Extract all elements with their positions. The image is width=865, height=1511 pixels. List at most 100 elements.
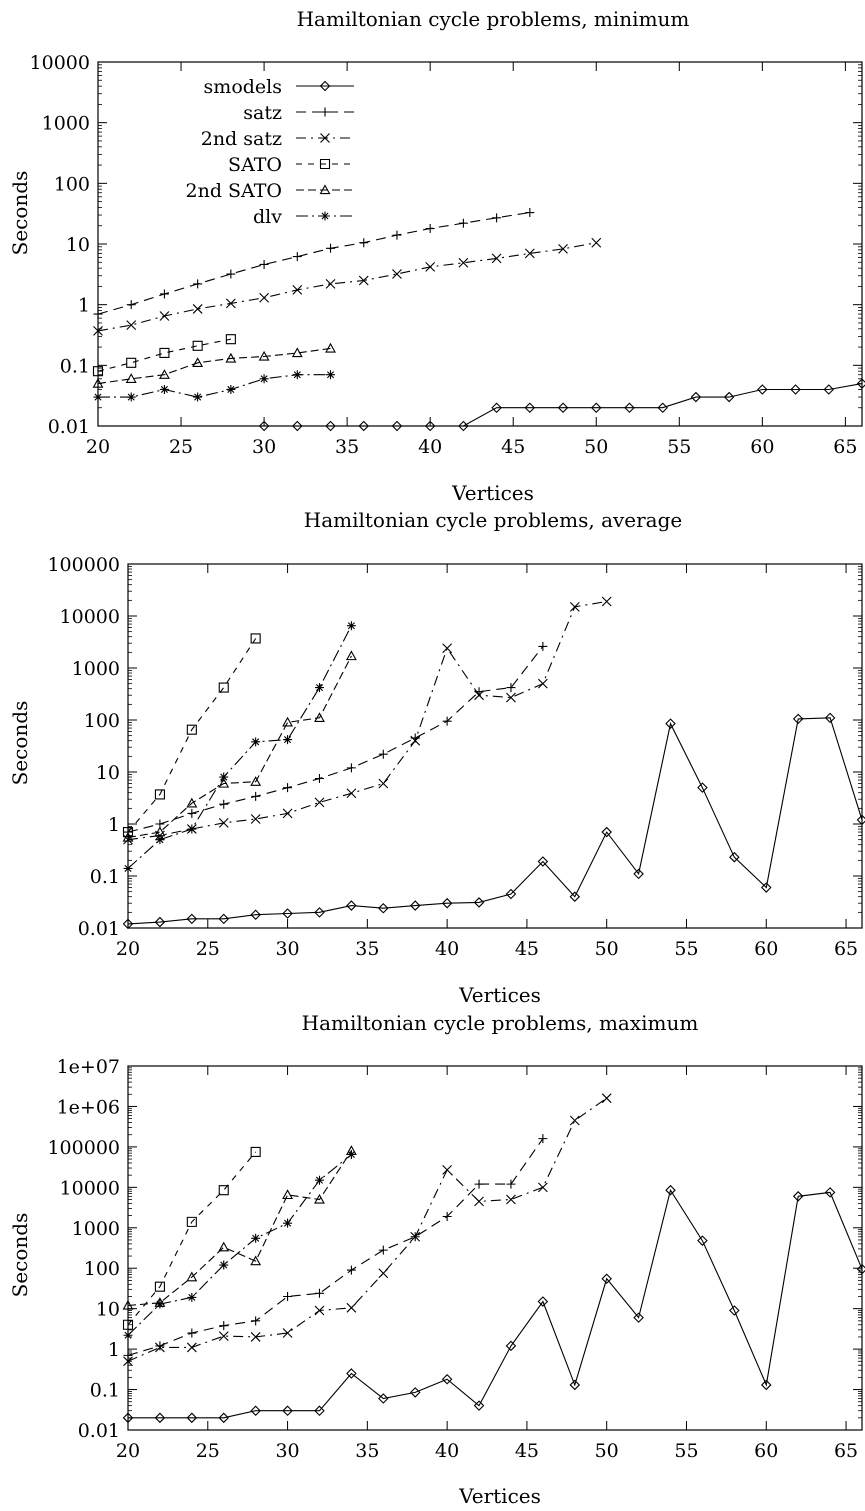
y-axis-label: Seconds	[8, 171, 32, 256]
legend-label: dlv	[253, 206, 282, 228]
data-point	[856, 378, 865, 389]
data-point	[491, 402, 502, 414]
series-dlv	[123, 621, 356, 873]
series-line	[97, 347, 331, 385]
data-point	[218, 913, 230, 925]
data-point	[325, 420, 336, 432]
series-sato	[92, 334, 236, 377]
data-point	[345, 650, 357, 661]
y-tick-label: 10	[96, 1299, 120, 1321]
y-tick-label: 1	[108, 814, 120, 836]
data-point	[506, 683, 516, 693]
y-tick-label: 0.1	[60, 355, 90, 377]
data-point	[258, 350, 270, 361]
x-tick-label: 40	[435, 938, 459, 960]
data-point	[93, 309, 103, 319]
series-2nd-sato	[92, 342, 336, 388]
data-point	[226, 384, 236, 394]
data-point	[506, 692, 516, 703]
data-point	[154, 789, 165, 800]
series-sato	[122, 1146, 261, 1330]
data-point	[492, 213, 502, 223]
data-point	[314, 1305, 325, 1316]
data-point	[250, 814, 261, 824]
data-point	[823, 384, 835, 395]
data-point	[590, 402, 602, 414]
x-tick-label: 65	[834, 938, 858, 960]
x-tick-label: 35	[355, 938, 379, 960]
series-line	[127, 1150, 352, 1307]
data-point	[282, 808, 293, 819]
x-tick-label: 50	[584, 436, 608, 458]
x-tick-label: 55	[667, 436, 691, 458]
y-tick-label: 10	[96, 762, 120, 784]
data-point	[790, 384, 801, 395]
data-point	[474, 1196, 484, 1207]
data-point	[314, 1288, 324, 1298]
y-tick-label: 10000	[60, 1177, 120, 1199]
data-point	[123, 1356, 133, 1367]
data-point	[226, 269, 236, 279]
data-point	[258, 420, 270, 432]
data-point	[259, 259, 269, 269]
data-point	[558, 244, 568, 254]
series-2nd-satz	[123, 1093, 612, 1367]
data-point	[392, 269, 402, 279]
x-tick-label: 45	[515, 1440, 539, 1462]
data-point	[538, 1134, 548, 1144]
data-point	[155, 1342, 165, 1353]
legend-marker	[319, 158, 331, 170]
data-point	[219, 1321, 229, 1331]
y-tick-label: 1000	[72, 658, 120, 680]
data-point	[378, 1245, 388, 1255]
y-tick-label: 10000	[60, 606, 120, 628]
x-tick-label: 60	[754, 1440, 778, 1462]
legend-marker	[319, 80, 331, 92]
data-point	[155, 835, 165, 845]
data-point	[524, 248, 535, 259]
data-point	[126, 357, 137, 368]
data-point	[193, 392, 203, 402]
y-tick-label: 10	[66, 234, 90, 256]
data-point	[473, 897, 485, 908]
data-point	[537, 678, 548, 689]
x-tick-label: 35	[355, 1440, 379, 1462]
data-point	[314, 907, 325, 918]
data-point	[251, 1316, 261, 1326]
plot-frame	[127, 1065, 863, 1431]
data-point	[122, 831, 134, 842]
legend-label: 2nd satz	[201, 128, 282, 150]
y-tick-label: 100	[54, 173, 90, 195]
data-point	[282, 908, 293, 919]
plot-frame	[127, 563, 863, 929]
data-point	[326, 370, 336, 380]
series-smodels	[258, 378, 865, 432]
data-point	[218, 1185, 229, 1196]
data-point	[601, 596, 612, 607]
data-point	[251, 1233, 261, 1243]
data-point	[314, 1175, 324, 1185]
data-point	[159, 384, 169, 394]
data-point	[326, 243, 336, 253]
data-point	[346, 788, 357, 799]
data-point	[292, 370, 302, 380]
series-dlv	[123, 1149, 356, 1340]
data-point	[601, 1093, 612, 1104]
data-point	[186, 913, 198, 925]
data-point	[282, 1405, 293, 1416]
data-point	[410, 735, 421, 746]
y-tick-label: 0.1	[90, 866, 120, 888]
data-point	[601, 826, 612, 838]
series-line	[127, 638, 257, 833]
series-sato	[122, 633, 261, 838]
x-tick-label: 50	[595, 938, 619, 960]
data-point	[126, 320, 137, 331]
data-point	[292, 252, 302, 262]
data-point	[187, 824, 197, 834]
data-point	[159, 289, 169, 299]
data-point	[378, 749, 388, 759]
x-tick-label: 65	[833, 436, 857, 458]
x-tick-label: 25	[196, 1440, 220, 1462]
data-point	[187, 1328, 197, 1338]
data-point	[378, 778, 389, 789]
